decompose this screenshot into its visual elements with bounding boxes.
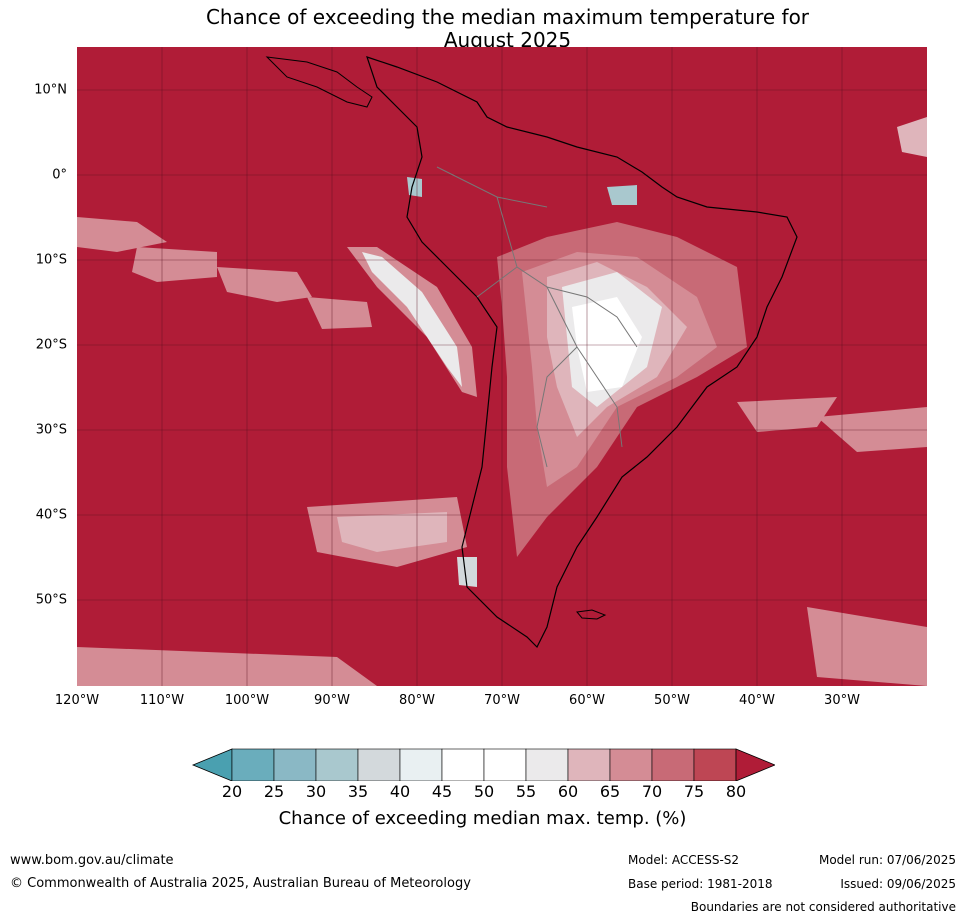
probability-patch xyxy=(132,247,217,282)
probability-patch xyxy=(572,297,642,392)
colorbar-tick-label: 25 xyxy=(263,782,285,801)
probability-patch xyxy=(77,217,167,252)
latitude-label: 10°S xyxy=(35,252,67,268)
chart-title-line-1: Chance of exceeding the median maximum t… xyxy=(205,5,810,29)
copyright-text: © Commonwealth of Australia 2025, Austra… xyxy=(10,876,471,891)
colorbar-tick-label: 30 xyxy=(305,782,327,801)
probability-patch xyxy=(307,297,372,329)
probability-map xyxy=(77,47,927,686)
colorbar-tick-label: 40 xyxy=(389,782,411,801)
longitude-label: 30°W xyxy=(824,693,860,708)
colorbar-tick-label: 55 xyxy=(515,782,537,801)
colorbar-segment xyxy=(693,748,737,781)
south-america-coastline xyxy=(366,56,798,649)
colorbar-segment xyxy=(357,748,401,781)
probability-patch xyxy=(817,407,927,452)
colorbar-tick-label: 45 xyxy=(431,782,453,801)
colorbar-segment xyxy=(525,748,569,781)
colorbar-tick-label: 50 xyxy=(473,782,495,801)
latitude-label: 40°S xyxy=(35,507,67,523)
central-america-coastline xyxy=(265,56,373,108)
longitude-label: 80°W xyxy=(399,693,435,708)
colorbar-segment xyxy=(483,748,527,781)
probability-patch xyxy=(457,557,477,587)
latitude-label: 20°S xyxy=(35,337,67,353)
colorbar-upper-extension xyxy=(735,748,775,781)
probability-patch xyxy=(77,647,377,686)
probability-patch xyxy=(362,252,462,387)
colorbar-tick-label: 20 xyxy=(221,782,243,801)
colorbar-segment xyxy=(399,748,443,781)
disclaimer-text: Boundaries are not considered authoritat… xyxy=(690,900,956,914)
gridlines xyxy=(77,47,927,686)
probability-patch xyxy=(737,397,837,432)
colorbar-segment xyxy=(231,748,275,781)
falkland-islands xyxy=(576,609,607,620)
colorbar-segment xyxy=(609,748,653,781)
colorbar-lower-extension xyxy=(191,748,233,781)
colorbar xyxy=(191,748,775,781)
colorbar-tick-label: 70 xyxy=(641,782,663,801)
latitude-label: 0° xyxy=(52,167,67,183)
longitude-label: 50°W xyxy=(654,693,690,708)
colorbar-segment xyxy=(567,748,611,781)
colorbar-label: Chance of exceeding median max. temp. (%… xyxy=(278,808,687,829)
colorbar-segment xyxy=(273,748,317,781)
model-run-text: Model run: 07/06/2025 xyxy=(818,853,956,867)
probability-patch xyxy=(807,607,927,686)
longitude-label: 90°W xyxy=(314,693,350,708)
issued-text: Issued: 09/06/2025 xyxy=(840,877,956,891)
longitude-label: 100°W xyxy=(224,693,270,708)
colorbar-segment xyxy=(651,748,695,781)
colorbar-segment xyxy=(315,748,359,781)
colorbar-segment xyxy=(441,748,485,781)
chart-title-line-2: August 2025 xyxy=(443,28,572,52)
longitude-label: 40°W xyxy=(739,693,775,708)
longitude-label: 110°W xyxy=(139,693,185,708)
country-borders xyxy=(436,166,638,468)
website-text: www.bom.gov.au/climate xyxy=(10,853,174,868)
base-period-text: Base period: 1981-2018 xyxy=(628,877,773,891)
latitude-label: 30°S xyxy=(35,422,67,438)
colorbar-tick-label: 75 xyxy=(683,782,705,801)
probability-patches xyxy=(77,117,927,686)
colorbar-tick-label: 60 xyxy=(557,782,579,801)
colorbar-tick-label: 35 xyxy=(347,782,369,801)
longitude-label: 60°W xyxy=(569,693,605,708)
colorbar-tick-label: 80 xyxy=(725,782,747,801)
probability-patch xyxy=(337,512,447,552)
probability-patch xyxy=(607,185,637,205)
probability-patch xyxy=(217,267,312,302)
colorbar-tick-label: 65 xyxy=(599,782,621,801)
probability-patch xyxy=(897,117,927,157)
longitude-label: 120°W xyxy=(54,693,100,708)
model-text: Model: ACCESS-S2 xyxy=(628,853,740,867)
latitude-label: 50°S xyxy=(35,592,67,608)
latitude-label: 10°N xyxy=(34,82,67,98)
longitude-label: 70°W xyxy=(484,693,520,708)
